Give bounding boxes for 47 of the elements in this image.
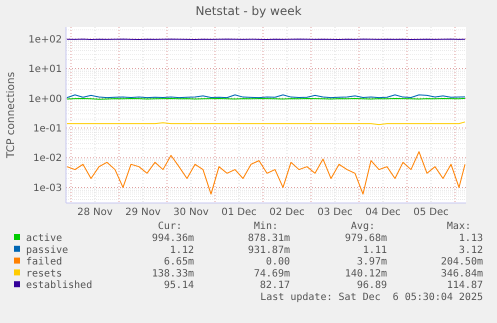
legend-label: established <box>26 280 92 292</box>
y-tick-label: 1e+00 <box>28 94 62 105</box>
x-tick-label: 02 Dec <box>269 207 305 218</box>
text: 204.50m <box>440 256 483 268</box>
text: 0.00 <box>266 256 290 268</box>
text: Last update: Sat Dec 6 05:30:04 2025 <box>260 292 483 303</box>
x-tick-label: 29 Nov <box>125 207 161 218</box>
legend-label: failed <box>26 256 62 268</box>
y-tick-label: 1e-01 <box>33 124 62 135</box>
text: 82.17 <box>260 280 290 292</box>
text: 3.12 <box>458 244 483 256</box>
y-tick-label: 1e+02 <box>28 34 62 46</box>
text: Max: <box>446 221 471 232</box>
line-series <box>66 151 466 195</box>
text: 979.68m <box>344 233 387 244</box>
chart-title: Netstat - by week <box>195 4 302 18</box>
x-tick-label: 01 Dec <box>221 207 257 218</box>
y-tick-label: 1e+01 <box>28 64 62 76</box>
x-tick-label: 03 Dec <box>317 207 353 218</box>
x-tick-label: 28 Nov <box>77 207 113 218</box>
y-axis-title: TCP connections <box>5 72 17 160</box>
y-tick-label: 1e-02 <box>33 153 62 164</box>
text: 140.12m <box>344 268 387 280</box>
text: 931.87m <box>248 244 290 256</box>
legend-label: passive <box>26 244 68 256</box>
text: Avg: <box>350 221 375 232</box>
text: 74.69m <box>254 268 290 280</box>
text: 6.65m <box>164 256 194 268</box>
legend-label: active <box>26 233 62 244</box>
legend-label: resets <box>26 268 62 280</box>
text: Min: <box>254 221 278 232</box>
text: Cur: <box>158 221 182 232</box>
x-tick-label: 04 Dec <box>365 207 401 218</box>
text: 346.84m <box>440 268 483 280</box>
text: 878.31m <box>248 233 290 244</box>
x-tick-label: 05 Dec <box>413 207 449 218</box>
text: 994.36m <box>152 233 194 244</box>
text: 1.11 <box>362 244 387 256</box>
text: 114.87 <box>446 280 483 292</box>
text: 3.97m <box>356 256 387 268</box>
text: 138.33m <box>152 268 194 280</box>
text: 96.89 <box>356 280 387 292</box>
text: 95.14 <box>164 280 194 292</box>
text: 1.12 <box>170 244 194 256</box>
text: 1.13 <box>458 233 483 244</box>
y-tick-label: 1e-03 <box>33 182 62 194</box>
x-tick-label: 30 Nov <box>173 207 209 218</box>
